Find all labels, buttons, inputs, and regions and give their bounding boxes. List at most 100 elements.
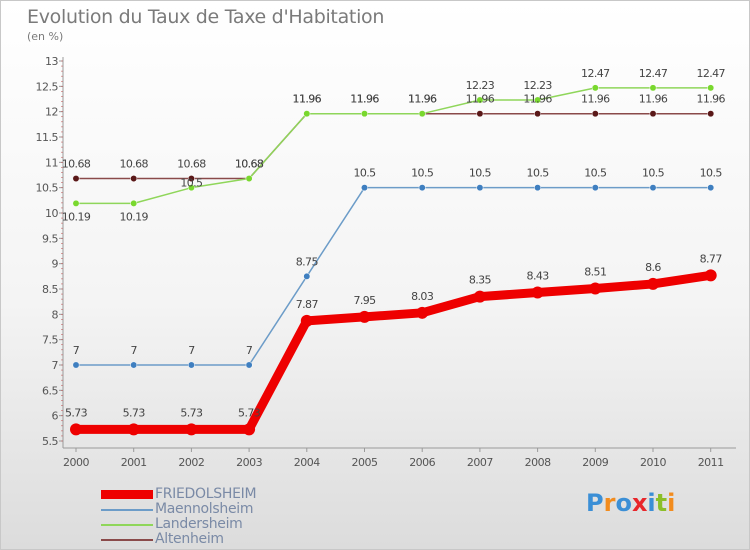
data-label: 10.68 xyxy=(62,158,91,171)
data-label: 11.96 xyxy=(639,93,668,106)
data-point xyxy=(476,184,484,192)
data-point xyxy=(361,110,368,118)
y-tick-label: 10.5 xyxy=(36,182,59,195)
data-point xyxy=(704,269,717,282)
logo-letter: P xyxy=(586,489,604,517)
data-label: 10.68 xyxy=(119,158,148,171)
data-point xyxy=(473,290,486,303)
data-point xyxy=(300,314,313,327)
logo-letter: r xyxy=(603,489,616,517)
y-tick-label: 7 xyxy=(52,359,59,372)
data-label: 12.47 xyxy=(581,67,610,80)
legend-swatch xyxy=(101,509,153,511)
data-label: 10.5 xyxy=(411,167,434,180)
logo-letter: t xyxy=(655,489,668,517)
data-point xyxy=(303,110,311,118)
proxiti-logo: Proxiti xyxy=(586,489,675,517)
data-point xyxy=(130,361,138,369)
data-label: 8.35 xyxy=(469,274,492,287)
x-tick-label: 2010 xyxy=(640,456,666,469)
data-label: 11.96 xyxy=(523,93,552,106)
data-label: 8.43 xyxy=(527,270,550,283)
data-label: 10.5 xyxy=(584,167,607,180)
data-label: 8.75 xyxy=(296,255,319,268)
data-label: 11.96 xyxy=(466,93,495,106)
data-point xyxy=(72,175,80,182)
y-tick-label: 8 xyxy=(52,308,59,321)
logo-letter: i xyxy=(647,489,656,517)
data-label: 7.95 xyxy=(353,294,376,307)
data-label: 8.6 xyxy=(645,261,661,274)
data-label: 8.77 xyxy=(700,252,723,265)
y-tick-label: 10 xyxy=(45,207,58,220)
data-point xyxy=(649,110,657,118)
data-label: 11.96 xyxy=(408,93,437,106)
data-label: 10.19 xyxy=(119,210,148,223)
x-tick-label: 2007 xyxy=(467,456,493,469)
data-label: 11.96 xyxy=(350,93,379,106)
data-label: 7 xyxy=(246,344,253,357)
legend-swatch xyxy=(101,524,153,526)
data-point xyxy=(591,110,599,118)
data-point xyxy=(707,184,715,192)
data-label: 10.5 xyxy=(527,167,550,180)
y-tick-label: 9 xyxy=(52,258,59,271)
data-point xyxy=(72,361,80,369)
data-label: 10.5 xyxy=(353,167,376,180)
data-label: 10.5 xyxy=(700,167,723,180)
data-label: 5.73 xyxy=(238,406,261,419)
data-point xyxy=(130,175,138,182)
x-tick-label: 2009 xyxy=(582,456,608,469)
data-label: 11.96 xyxy=(696,93,725,106)
data-label: 5.73 xyxy=(65,406,88,419)
x-tick-label: 2008 xyxy=(525,456,551,469)
data-label: 12.23 xyxy=(466,79,495,92)
data-point xyxy=(707,110,715,118)
x-tick-label: 2001 xyxy=(121,456,147,469)
data-point xyxy=(591,184,599,192)
data-label: 12.47 xyxy=(696,67,725,80)
x-tick-label: 2006 xyxy=(409,456,435,469)
x-tick-label: 2005 xyxy=(352,456,378,469)
x-tick-label: 2003 xyxy=(236,456,262,469)
data-label: 10.5 xyxy=(180,177,203,190)
data-point xyxy=(707,84,715,92)
x-tick-label: 2011 xyxy=(698,456,724,469)
data-point xyxy=(418,110,426,118)
logo-letter: x xyxy=(631,489,648,517)
data-point xyxy=(130,199,138,207)
chart-title: Evolution du Taux de Taxe d'Habitation xyxy=(27,6,385,28)
data-label: 10.68 xyxy=(235,158,264,171)
data-point xyxy=(70,423,82,436)
data-label: 8.51 xyxy=(584,265,606,278)
y-tick-label: 12 xyxy=(45,106,58,119)
data-point xyxy=(649,84,657,92)
data-label: 7 xyxy=(130,344,137,357)
x-tick-label: 2004 xyxy=(294,456,320,469)
data-label: 10.19 xyxy=(62,210,91,223)
legend-label: Altenheim xyxy=(155,531,224,547)
data-label: 11.96 xyxy=(293,93,322,106)
data-label: 7 xyxy=(188,344,195,357)
series-line-landersheim xyxy=(75,87,712,205)
data-point xyxy=(476,110,484,118)
x-tick-label: 2002 xyxy=(178,456,204,469)
data-point xyxy=(245,361,253,369)
data-point xyxy=(534,184,542,192)
logo-letter: i xyxy=(667,489,676,517)
data-label: 10.5 xyxy=(642,167,665,180)
data-label: 7 xyxy=(73,344,80,357)
y-tick-label: 13 xyxy=(45,55,58,68)
data-point xyxy=(243,423,256,436)
data-label: 7.87 xyxy=(296,298,319,311)
data-label: 10.68 xyxy=(177,158,206,171)
chart-subtitle: (en %) xyxy=(27,30,64,43)
legend-swatch xyxy=(101,539,153,541)
data-point xyxy=(303,272,311,280)
legend-label: FRIEDOLSHEIM xyxy=(155,486,257,502)
data-point xyxy=(358,310,371,323)
data-point xyxy=(534,96,542,104)
data-label: 11.96 xyxy=(293,93,322,106)
data-label: 12.23 xyxy=(523,79,552,92)
